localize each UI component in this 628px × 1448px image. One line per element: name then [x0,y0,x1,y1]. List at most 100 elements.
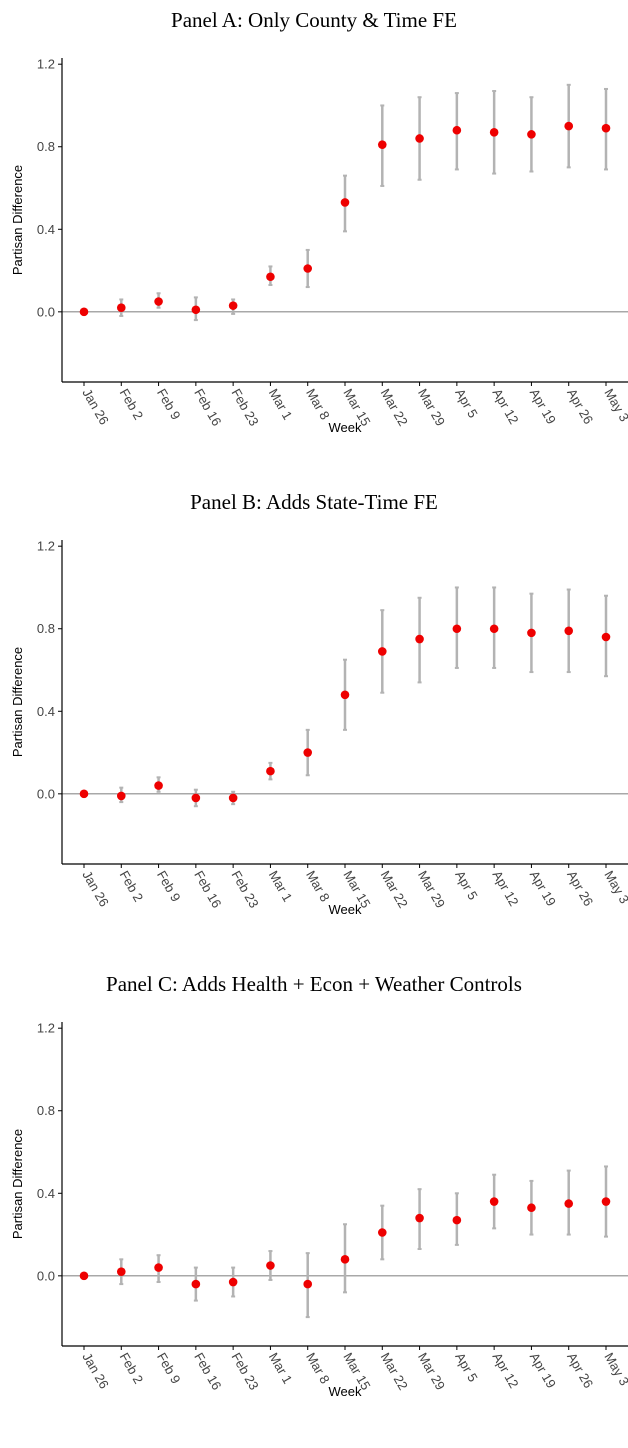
x-tick-label: Mar 22 [378,1350,411,1393]
data-point [154,1263,163,1272]
data-point [452,624,462,634]
y-tick-label: 0.4 [37,1186,55,1201]
data-point [527,1203,536,1213]
x-axis-title: Week [329,420,362,435]
y-axis-title: Partisan Difference [10,1129,25,1239]
x-tick-label: Apr 26 [564,386,596,427]
panel-c-title: Panel C: Adds Health + Econ + Weather Co… [106,972,522,996]
x-tick-label: Feb 23 [229,868,262,911]
x-axis-title: Week [329,902,362,917]
data-point [415,134,424,143]
y-tick-label: 0.0 [37,786,55,801]
y-tick-label: 0.0 [37,1268,55,1283]
data-point [79,789,89,799]
data-point [228,301,238,310]
data-point [116,303,126,313]
data-point [527,628,536,638]
data-point [340,198,350,207]
data-point [154,781,163,790]
data-point [191,1279,201,1289]
x-tick-label: Jan 26 [79,1350,112,1391]
x-tick-label: Feb 9 [154,1350,184,1386]
panel-b-title: Panel B: Adds State-Time FE [190,490,438,514]
x-tick-label: Mar 22 [378,868,411,911]
x-tick-label: Mar 1 [266,868,296,904]
y-tick-label: 1.2 [37,539,55,554]
y-tick-label: 0.0 [37,304,55,319]
data-point [340,1255,350,1264]
x-tick-label: Apr 19 [527,386,559,427]
x-tick-label: May 3 [601,1350,628,1388]
x-tick-label: Mar 29 [415,1350,448,1393]
data-point [601,123,611,133]
panel-b: Panel B: Adds State-Time FE 0.0 0.4 0.8 1.2… [0,482,628,964]
data-point [415,634,424,644]
data-point [564,121,574,131]
x-tick-label: Mar 1 [266,1350,296,1386]
data-point [228,793,238,803]
data-point [266,1261,275,1270]
x-tick-label: Mar 29 [415,386,448,429]
x-axis-title: Week [329,1384,362,1399]
data-point [564,626,574,636]
data-point [489,624,499,634]
y-tick-label: 0.8 [37,139,55,154]
x-tick-label: Jan 26 [79,386,112,427]
panel-c: Panel C: Adds Health + Econ + Weather Co… [0,964,628,1448]
data-point [601,1197,611,1206]
x-tick-label: Jan 26 [79,868,112,909]
x-tick-label: Mar 8 [303,386,333,422]
x-tick-label: Apr 5 [452,868,481,902]
data-point [266,272,275,282]
data-point [601,632,611,642]
x-tick-label: Apr 19 [527,868,559,909]
x-tick-label: Apr 12 [490,1350,522,1391]
data-point [377,140,387,149]
data-point [452,1215,462,1225]
y-tick-label: 0.8 [37,621,55,636]
y-tick-label: 0.4 [37,704,55,719]
data-point [154,297,163,306]
data-point [527,130,536,139]
y-tick-label: 0.4 [37,222,55,237]
data-point [191,793,201,803]
x-tick-label: Feb 23 [229,386,262,429]
data-point [79,1271,89,1281]
y-axis-title: Partisan Difference [10,165,25,275]
data-point [489,127,499,137]
data-point [266,766,275,776]
x-tick-label: Feb 16 [191,1350,224,1393]
x-tick-label: Apr 5 [452,1350,481,1384]
data-point [116,1267,126,1277]
data-point [340,690,350,700]
x-tick-label: Feb 9 [154,868,184,904]
x-tick-label: May 3 [601,386,628,424]
x-tick-label: Feb 2 [117,386,147,422]
y-axis-title: Partisan Difference [10,647,25,757]
y-tick-label: 1.2 [37,1021,55,1036]
x-tick-label: Mar 22 [378,386,411,429]
x-tick-label: Mar 29 [415,868,448,911]
data-point [303,1279,313,1289]
data-point [377,1228,387,1237]
x-tick-label: Feb 2 [117,1350,147,1386]
x-tick-label: Feb 16 [191,386,224,429]
data-point [116,791,126,801]
x-tick-label: Apr 12 [490,386,522,427]
panel-a: Panel A: Only County & Time FE 0.0 0.4 0.8… [0,0,628,482]
y-tick-label: 0.8 [37,1103,55,1118]
x-tick-label: Feb 2 [117,868,147,904]
data-point [415,1213,424,1223]
x-tick-label: Apr 5 [452,386,481,420]
data-point [303,264,313,273]
data-point [303,748,313,757]
data-point [377,647,387,656]
x-tick-label: Mar 8 [303,1350,333,1386]
x-tick-label: Feb 16 [191,868,224,911]
x-tick-label: Mar 1 [266,386,296,422]
x-tick-label: May 3 [601,868,628,906]
x-tick-label: Apr 19 [527,1350,559,1391]
